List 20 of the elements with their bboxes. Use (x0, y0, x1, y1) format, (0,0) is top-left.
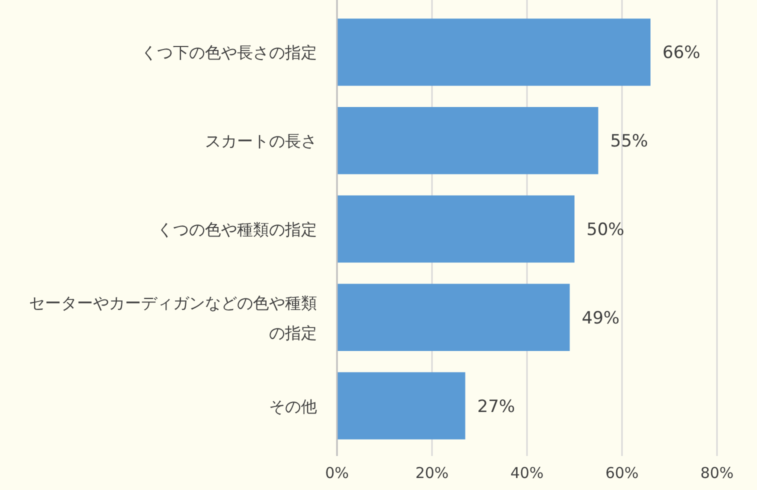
x-tick-label: 40% (510, 464, 544, 482)
y-tick-label: セーターやカーディガンなどの色や種類の指定 (29, 293, 317, 342)
bar (337, 284, 570, 351)
x-tick-label: 60% (605, 464, 639, 482)
bar (337, 195, 574, 263)
data-label: 66% (662, 43, 700, 64)
bar (337, 107, 598, 174)
y-tick-label: その他 (269, 396, 317, 416)
data-label: 49% (582, 308, 620, 328)
data-label: 50% (586, 220, 624, 240)
x-tick-label: 20% (415, 464, 449, 482)
y-tick-label: くつの色や種類の指定 (157, 220, 317, 239)
data-label: 27% (477, 396, 516, 417)
y-tick-label: くつ下の色や長さの指定 (141, 43, 317, 62)
data-label: 55% (610, 132, 648, 152)
x-tick-label: 80% (700, 464, 734, 482)
bar (337, 372, 466, 440)
x-tick-label: 0% (325, 464, 349, 482)
y-tick-label: スカートの長さ (205, 132, 317, 151)
bar (337, 18, 650, 86)
